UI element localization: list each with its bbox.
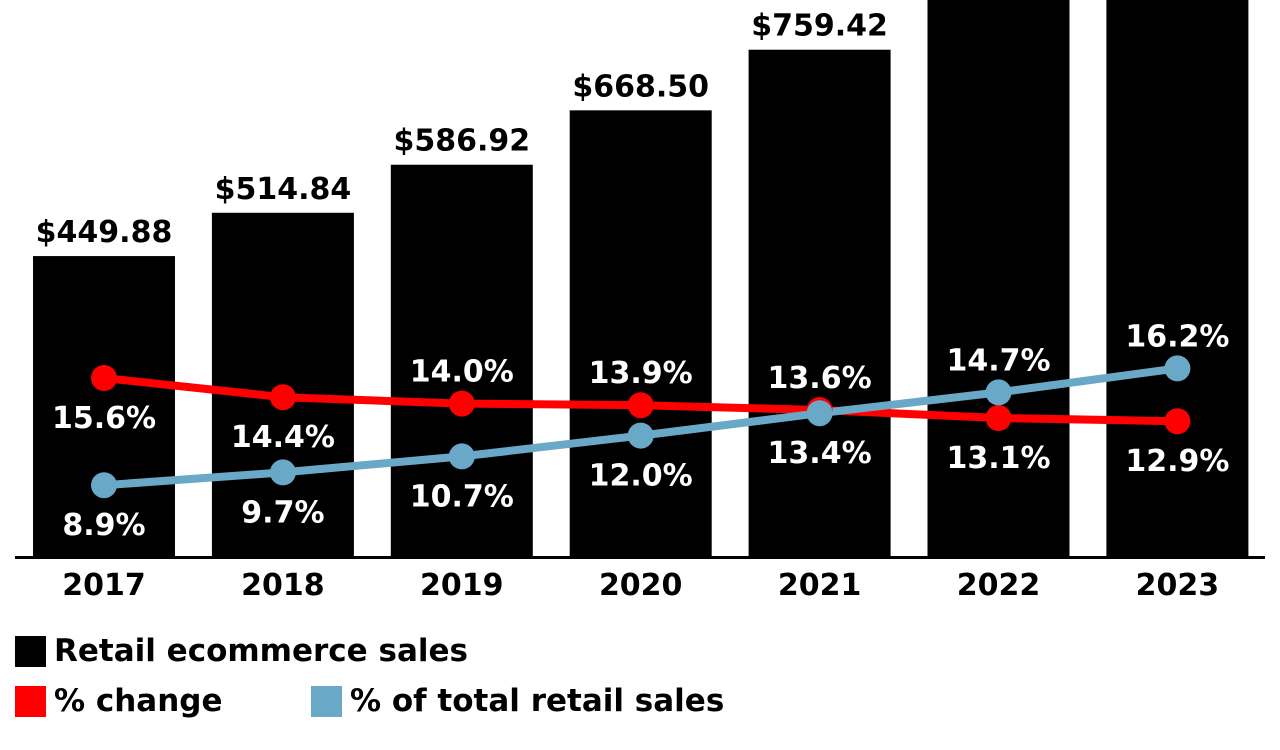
share-point-2019 (448, 443, 475, 470)
change-label-2020: 13.9% (589, 356, 693, 391)
share-label-2023: 16.2% (1125, 319, 1229, 354)
change-label-2019: 14.0% (410, 355, 514, 390)
legend-label: % change (54, 683, 223, 719)
change-label-2022: 13.1% (946, 441, 1050, 476)
legend-label: Retail ecommerce sales (54, 633, 468, 669)
bar-label-2018: $514.84 (215, 172, 352, 207)
share-point-2020 (627, 422, 654, 449)
bar-2020 (569, 110, 712, 556)
bar-2017 (33, 256, 175, 556)
legend-item-change: % change (15, 683, 223, 719)
bar-label-2021: $759.42 (751, 9, 888, 44)
legend-item-share: % of total retail sales (311, 683, 724, 719)
legend-item-sales: Retail ecommerce sales (15, 633, 468, 669)
change-label-2023: 12.9% (1125, 444, 1229, 479)
bar-label-2020: $668.50 (572, 69, 709, 104)
x-tick-2017: 2017 (62, 568, 146, 600)
legend-swatch-blue (311, 685, 342, 717)
bar-label-2019: $586.92 (393, 124, 530, 159)
share-label-2019: 10.7% (410, 479, 514, 514)
bar-2022 (927, 0, 1070, 556)
share-label-2018: 9.7% (241, 495, 324, 530)
x-tick-2020: 2020 (599, 568, 683, 600)
legend-swatch-red (15, 685, 46, 717)
x-tick-2023: 2023 (1136, 568, 1220, 600)
change-point-2023 (1164, 408, 1191, 435)
share-point-2018 (269, 459, 296, 486)
legend-swatch-black (15, 635, 46, 667)
change-label-2017: 15.6% (52, 401, 156, 436)
x-tick-2022: 2022 (957, 568, 1041, 600)
share-label-2020: 12.0% (589, 459, 693, 494)
bar-label-2017: $449.88 (36, 215, 173, 250)
change-label-2018: 14.4% (231, 420, 335, 455)
change-point-2018 (269, 384, 296, 411)
change-point-2022 (985, 405, 1012, 431)
change-label-2021: 13.6% (768, 361, 872, 396)
x-tick-2021: 2021 (778, 568, 862, 600)
bar-2021 (748, 49, 891, 556)
share-label-2021: 13.4% (768, 436, 872, 471)
change-point-2019 (448, 390, 475, 417)
change-point-2020 (627, 392, 654, 419)
legend-label: % of total retail sales (350, 683, 725, 719)
share-point-2021 (806, 400, 833, 427)
share-point-2017 (91, 472, 117, 499)
x-tick-2019: 2019 (420, 568, 504, 600)
share-point-2023 (1164, 355, 1191, 382)
share-label-2017: 8.9% (62, 508, 145, 543)
bar-2023 (1106, 0, 1249, 556)
x-tick-2018: 2018 (241, 568, 325, 600)
share-label-2022: 14.7% (946, 343, 1050, 378)
chart: $449.88 2017 $514.84 2018 $586.92 2019 $668.50… (15, 0, 1265, 600)
share-point-2022 (985, 379, 1012, 406)
change-point-2017 (91, 365, 117, 391)
bar-2019 (390, 164, 533, 556)
